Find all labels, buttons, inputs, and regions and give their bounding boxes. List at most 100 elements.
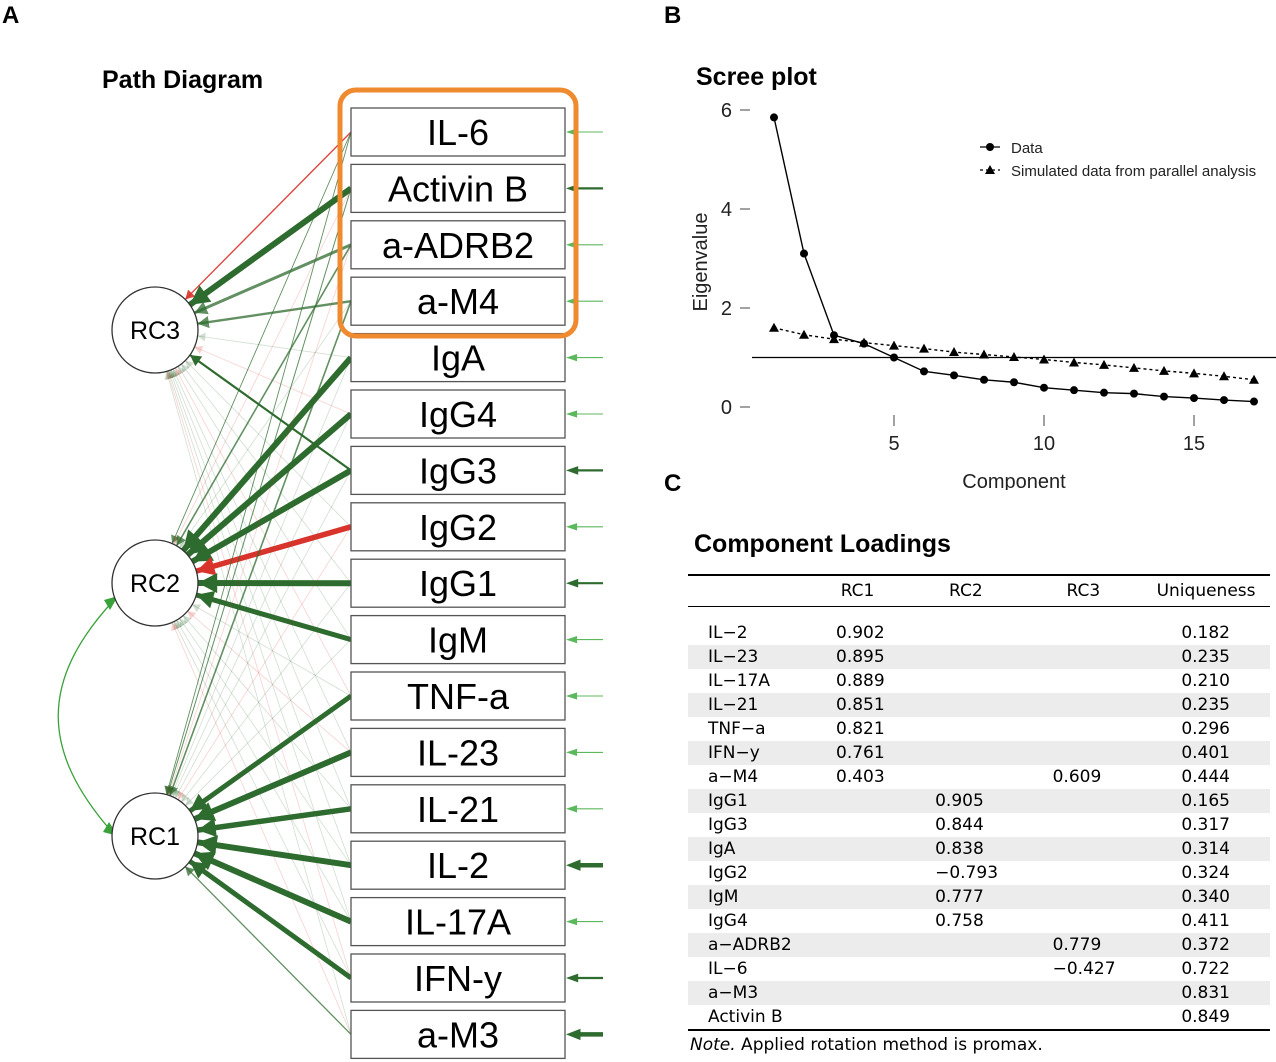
loading-edge <box>195 524 352 574</box>
cell-rc1: 0.403 <box>836 767 885 787</box>
residual-arrowhead <box>566 805 578 813</box>
table-row: IgG2 −0.793 0.324 <box>688 861 1270 885</box>
variable-label: IL-23 <box>417 732 499 773</box>
arrowhead <box>181 793 190 803</box>
arrowhead <box>189 793 210 812</box>
arrowhead <box>170 787 179 797</box>
x-tick-label: 10 <box>1033 433 1055 455</box>
cell-rc2: −0.793 <box>935 863 999 883</box>
loading-edge <box>169 370 352 866</box>
arrowhead <box>178 366 186 376</box>
arrowhead <box>176 534 186 546</box>
data-point <box>1010 378 1018 387</box>
highlight-box <box>337 87 579 339</box>
data-point <box>1250 397 1258 406</box>
residual-arrowhead <box>566 410 578 418</box>
table-row: IL−6 −0.427 0.722 <box>688 957 1270 981</box>
cell-uniqueness: 0.324 <box>1181 863 1230 883</box>
arrowhead <box>104 596 118 610</box>
cell-uniqueness: 0.722 <box>1181 959 1230 979</box>
row-label: a−ADRB2 <box>688 933 808 957</box>
simulated-point <box>1039 354 1049 364</box>
spacer-row <box>688 607 1270 622</box>
cell-rc1: 0.761 <box>808 741 908 765</box>
arrowhead <box>181 364 190 373</box>
loading-edge <box>195 592 352 643</box>
scree-title: Scree plot <box>696 63 818 91</box>
variable-box <box>350 502 566 552</box>
row-label: IL−17A <box>708 671 770 691</box>
factor-node <box>111 792 199 880</box>
row-label: IgG3 <box>708 815 748 835</box>
variable-label: IgG4 <box>419 394 497 435</box>
loading-edge <box>169 300 352 796</box>
variable-label: IL-2 <box>427 845 489 886</box>
row-label: IgG1 <box>688 789 808 813</box>
cell-rc1: 0.821 <box>836 719 885 739</box>
loading-edge <box>172 413 352 798</box>
variable-label: IFN-y <box>414 958 502 999</box>
variable-box <box>350 614 566 665</box>
table-row: IgG3 0.844 0.317 <box>688 813 1270 837</box>
arrowhead <box>197 332 206 342</box>
arrowhead <box>172 788 181 798</box>
cell-rc1 <box>808 885 908 909</box>
arrowhead <box>194 802 217 821</box>
simulated-point <box>979 349 989 359</box>
cell-rc3 <box>1024 1005 1143 1031</box>
loading-edge <box>193 850 353 925</box>
loading-edge <box>189 354 352 472</box>
data-point <box>980 375 988 384</box>
cell-rc3 <box>1024 789 1143 813</box>
data-point <box>800 249 808 258</box>
loading-edge <box>197 335 352 358</box>
cell-uniqueness: 0.411 <box>1181 911 1230 931</box>
factor-nodes: RC3 RC2 RC1 <box>111 286 199 880</box>
loading-edge <box>182 615 352 810</box>
cell-rc3: 0.779 <box>1024 933 1143 957</box>
cell-uniqueness: 0.314 <box>1142 837 1270 861</box>
cell-rc2 <box>907 1005 1025 1031</box>
path-diagram-title: Path Diagram <box>102 66 263 94</box>
variable-box <box>350 953 566 1003</box>
loading-edge <box>180 355 354 553</box>
cell-rc2: 0.905 <box>907 789 1025 813</box>
row-label: a−M4 <box>708 767 759 787</box>
variable-label: a-M4 <box>417 281 499 322</box>
loading-edge <box>167 371 352 979</box>
simulated-point <box>1159 365 1169 375</box>
variable-box <box>350 896 566 947</box>
path-diagram: Path Diagram IL-6 Activin B a-ADRB2 a-M4 IgA… <box>57 66 603 1060</box>
arrowhead <box>178 790 186 800</box>
loading-edge <box>181 363 352 584</box>
arrowhead <box>185 360 194 370</box>
variable-label: a-M3 <box>417 1014 499 1055</box>
simulated-point <box>829 334 839 344</box>
residual-arrowhead <box>566 917 578 926</box>
variable-box <box>350 389 566 439</box>
variable-box <box>350 445 566 496</box>
x-tick-label: 5 <box>888 433 899 455</box>
residual-arrowhead <box>566 692 578 700</box>
cell-rc3: −0.427 <box>1052 959 1116 979</box>
loading-edge <box>185 411 353 558</box>
header-rc2: RC2 <box>907 574 1025 607</box>
variable-box <box>350 1009 566 1060</box>
loading-edge <box>177 366 352 640</box>
cell-rc2 <box>907 957 1025 981</box>
cell-rc2 <box>907 645 1025 669</box>
arrowhead <box>171 534 180 544</box>
residual-arrowhead <box>566 859 581 871</box>
panel-letter-a: A <box>2 2 20 29</box>
variable-box <box>350 220 566 270</box>
data-point <box>1190 394 1198 403</box>
legend-marker-data <box>986 143 994 151</box>
variable-boxes: IL-6 Activin B a-ADRB2 a-M4 IgA IgG4 IgG3 IgG2 I… <box>350 107 603 1060</box>
row-label: IgG4 <box>708 911 748 931</box>
y-tick-label: 6 <box>721 100 732 122</box>
simulated-point <box>919 343 929 353</box>
variable-box <box>350 163 566 214</box>
loading-edge <box>185 360 352 528</box>
simulated-point <box>1009 352 1019 362</box>
simulated-point <box>1099 359 1109 369</box>
